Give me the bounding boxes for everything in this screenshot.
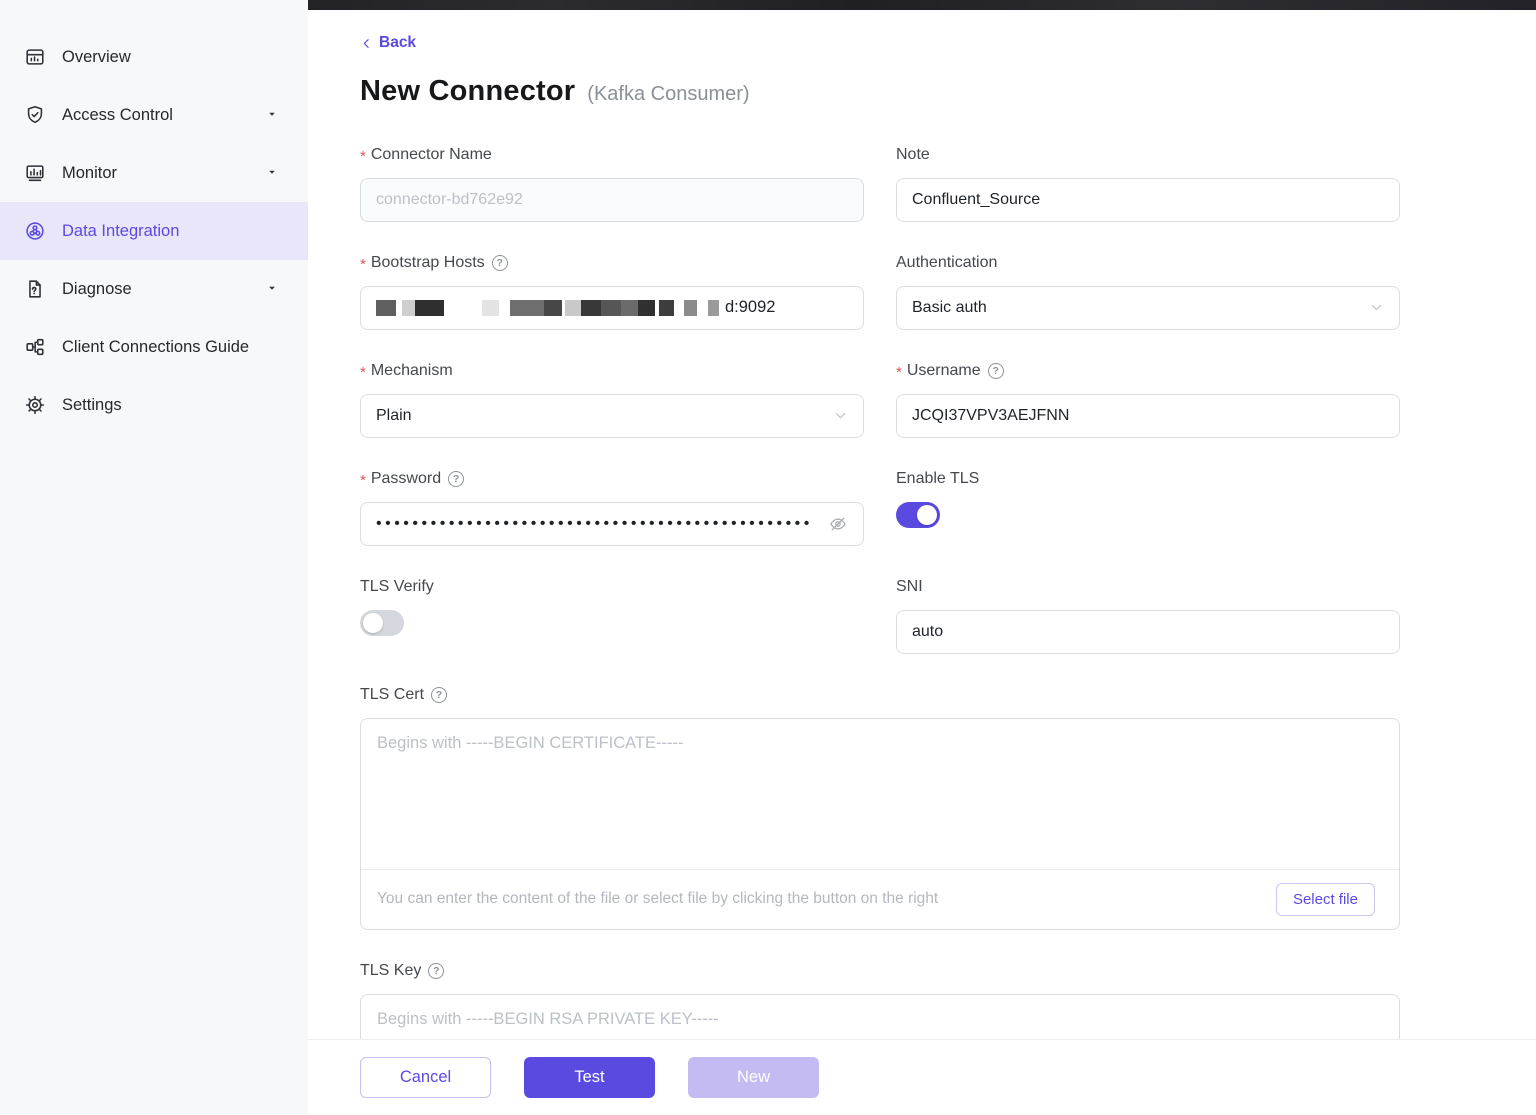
tls-verify-label: TLS Verify xyxy=(360,577,434,595)
select-file-button[interactable]: Select file xyxy=(1275,882,1375,916)
gear-icon xyxy=(24,394,46,416)
diagnose-file-icon xyxy=(24,278,46,300)
field-enable-tls: Enable TLS xyxy=(896,468,1400,546)
tls-key-label: TLS Key ? xyxy=(360,960,1400,982)
note-input[interactable] xyxy=(912,178,1384,221)
field-mechanism: * Mechanism Plain xyxy=(360,360,864,438)
sidebar-item-label: Diagnose xyxy=(62,279,132,298)
required-asterisk: * xyxy=(896,364,902,381)
back-label: Back xyxy=(379,34,417,51)
chevron-down-icon xyxy=(266,164,278,183)
monitor-chart-icon xyxy=(24,162,46,184)
password-input[interactable] xyxy=(376,502,820,545)
bootstrap-hosts-input[interactable]: d:9092 xyxy=(360,285,864,330)
sni-input-wrap xyxy=(896,609,1400,654)
enable-tls-label: Enable TLS xyxy=(896,469,980,487)
bootstrap-hosts-visible-text: d:9092 xyxy=(725,298,776,316)
sidebar: Overview Access Control Monitor Data Int… xyxy=(0,0,308,1115)
required-asterisk: * xyxy=(360,148,366,165)
chevron-down-icon xyxy=(1371,305,1382,311)
sidebar-item-access-control[interactable]: Access Control xyxy=(0,86,308,144)
note-label: Note xyxy=(896,145,930,163)
sidebar-item-overview[interactable]: Overview xyxy=(0,28,308,86)
redacted-host-value: d:9092 xyxy=(376,287,848,329)
sidebar-item-label: Client Connections Guide xyxy=(62,337,250,356)
connector-name-label: * Connector Name xyxy=(360,145,492,166)
username-label: * Username ? xyxy=(896,360,1400,382)
sidebar-item-label: Monitor xyxy=(62,163,118,182)
connector-form: * Connector Name Note * Boots xyxy=(360,144,1400,1114)
chevron-down-icon xyxy=(266,106,278,125)
sidebar-item-label: Overview xyxy=(62,47,131,66)
sni-input[interactable] xyxy=(912,610,1384,653)
username-input[interactable] xyxy=(912,394,1384,437)
required-asterisk: * xyxy=(360,472,366,489)
sidebar-item-client-connections-guide[interactable]: Client Connections Guide xyxy=(0,318,308,376)
tls-cert-label: TLS Cert ? xyxy=(360,684,1400,706)
bootstrap-hosts-label: * Bootstrap Hosts ? xyxy=(360,252,864,274)
tls-cert-hint: You can enter the content of the file or… xyxy=(377,890,939,907)
toggle-knob xyxy=(363,612,383,633)
back-button[interactable]: Back xyxy=(360,34,416,52)
cancel-button[interactable]: Cancel xyxy=(360,1057,491,1098)
connections-diagram-icon xyxy=(24,336,46,358)
field-authentication: Authentication Basic auth xyxy=(896,252,1400,330)
mechanism-value: Plain xyxy=(376,406,412,424)
help-icon[interactable]: ? xyxy=(491,254,508,271)
help-icon[interactable]: ? xyxy=(431,686,448,703)
field-bootstrap-hosts: * Bootstrap Hosts ? xyxy=(360,252,864,330)
toggle-knob xyxy=(917,504,937,525)
chevron-down-icon xyxy=(266,280,278,299)
chevron-down-icon xyxy=(835,413,846,419)
sidebar-item-label: Data Integration xyxy=(62,221,180,240)
password-input-wrap xyxy=(360,501,864,546)
data-integration-icon xyxy=(24,220,46,242)
test-button[interactable]: Test xyxy=(524,1057,655,1098)
mechanism-label: * Mechanism xyxy=(360,361,453,382)
chevron-left-icon xyxy=(363,38,369,48)
page-subtitle: (Kafka Consumer) xyxy=(587,82,750,105)
help-icon[interactable]: ? xyxy=(987,362,1004,379)
tls-cert-footer: You can enter the content of the file or… xyxy=(361,868,1399,929)
authentication-label: Authentication xyxy=(896,253,998,271)
page-title: New Connector xyxy=(360,74,576,107)
sidebar-item-diagnose[interactable]: Diagnose xyxy=(0,260,308,318)
authentication-select[interactable]: Basic auth xyxy=(896,285,1400,330)
note-input-wrap xyxy=(896,177,1400,222)
action-footer: Cancel Test New xyxy=(308,1039,1536,1115)
field-note: Note xyxy=(896,144,1400,222)
eye-off-icon[interactable] xyxy=(828,514,848,534)
tls-cert-textarea[interactable] xyxy=(361,718,1399,869)
field-username: * Username ? xyxy=(896,360,1400,438)
field-connector-name: * Connector Name xyxy=(360,144,864,222)
required-asterisk: * xyxy=(360,364,366,381)
field-tls-verify: TLS Verify xyxy=(360,576,864,654)
sidebar-item-settings[interactable]: Settings xyxy=(0,376,308,434)
connector-name-input-wrap xyxy=(360,177,864,222)
overview-icon xyxy=(24,46,46,68)
sidebar-item-label: Settings xyxy=(62,395,122,414)
field-tls-cert: TLS Cert ? You can enter the content of … xyxy=(360,684,1400,930)
field-sni: SNI xyxy=(896,576,1400,654)
help-icon[interactable]: ? xyxy=(448,470,465,487)
new-button[interactable]: New xyxy=(688,1057,819,1098)
sidebar-item-label: Access Control xyxy=(62,105,173,124)
sidebar-item-data-integration[interactable]: Data Integration xyxy=(0,202,308,260)
mechanism-select[interactable]: Plain xyxy=(360,393,864,438)
field-password: * Password ? xyxy=(360,468,864,546)
connector-name-input[interactable] xyxy=(376,178,848,221)
shield-check-icon xyxy=(24,104,46,126)
tls-verify-toggle[interactable] xyxy=(360,609,404,636)
enable-tls-toggle[interactable] xyxy=(896,501,940,528)
redacted-top-bar xyxy=(308,0,1536,10)
password-label: * Password ? xyxy=(360,468,864,490)
authentication-value: Basic auth xyxy=(912,298,987,316)
username-input-wrap xyxy=(896,393,1400,438)
sidebar-item-monitor[interactable]: Monitor xyxy=(0,144,308,202)
required-asterisk: * xyxy=(360,256,366,273)
sni-label: SNI xyxy=(896,577,923,595)
help-icon[interactable]: ? xyxy=(428,962,445,979)
main-content: Back New Connector (Kafka Consumer) * Co… xyxy=(308,0,1536,1115)
tls-cert-box: You can enter the content of the file or… xyxy=(360,717,1400,930)
